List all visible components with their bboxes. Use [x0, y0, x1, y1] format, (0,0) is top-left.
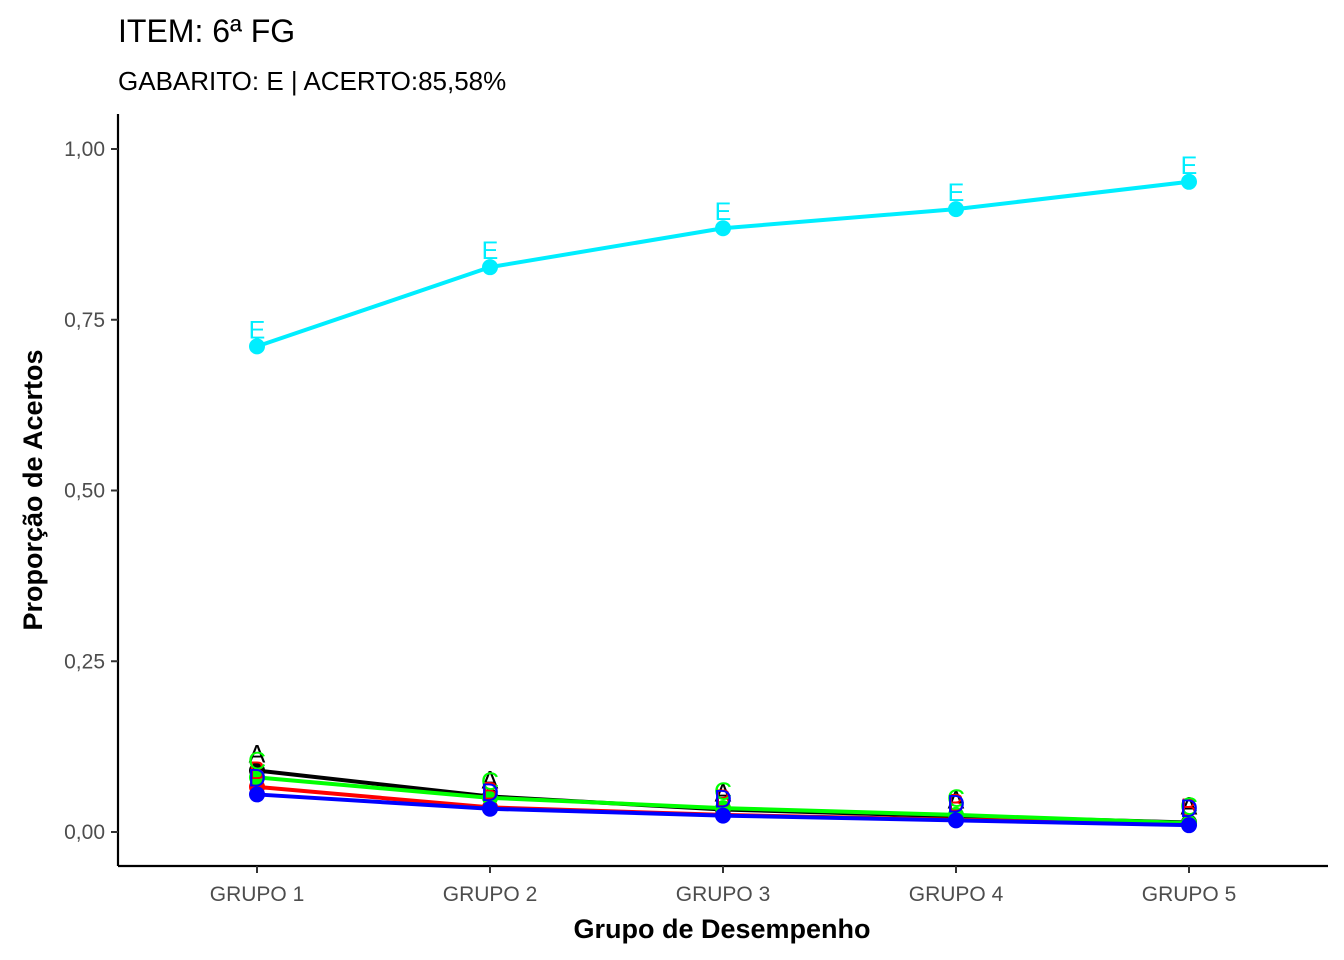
point-label-E: E — [482, 237, 499, 265]
point-label-D: D — [1180, 795, 1198, 823]
x-axis: GRUPO 1 GRUPO 2 GRUPO 3 GRUPO 4 GRUPO 5 — [118, 864, 1328, 906]
y-axis: 0,00 0,25 0,50 0,75 1,00 — [64, 114, 120, 866]
point-label-E: E — [249, 316, 266, 344]
point-label-D: D — [481, 779, 499, 807]
point-label-D: D — [714, 786, 732, 814]
x-tick-label: GRUPO 3 — [676, 883, 771, 906]
point-label-B: B — [948, 790, 965, 818]
data-point-D — [1181, 817, 1197, 834]
point-label-A: A — [249, 741, 266, 769]
data-point-E — [249, 338, 265, 355]
y-tick-label: 0,75 — [64, 309, 105, 332]
point-label-E: E — [1181, 152, 1198, 180]
data-point-D — [249, 786, 265, 803]
data-point-D — [948, 812, 964, 829]
x-axis-title: Grupo de Desempenho — [573, 914, 870, 944]
data-point-E — [715, 220, 731, 237]
data-point-D — [715, 807, 731, 824]
y-tick-label: 0,50 — [64, 480, 105, 503]
y-tick-label: 0,25 — [64, 650, 105, 673]
data-point-E — [1181, 173, 1197, 190]
series-layer — [249, 173, 1197, 834]
x-tick-label: GRUPO 1 — [210, 883, 305, 906]
x-tick-label: GRUPO 2 — [443, 883, 538, 906]
point-label-A: A — [482, 766, 499, 794]
point-label-C: C — [481, 768, 499, 796]
point-label-C: C — [947, 785, 965, 813]
point-label-C: C — [714, 778, 732, 806]
data-point-D — [482, 800, 498, 817]
data-point-E — [482, 259, 498, 276]
point-label-E: E — [715, 198, 732, 226]
y-axis-title: Proporção de Acertos — [18, 349, 48, 630]
x-tick-label: GRUPO 4 — [909, 883, 1004, 906]
chart-title: ITEM: 6ª FG — [118, 13, 295, 49]
point-label-D: D — [947, 790, 965, 818]
data-point-E — [948, 201, 964, 218]
point-label-B: B — [482, 777, 499, 805]
chart-subtitle: GABARITO: E | ACERTO:85,58% — [118, 66, 506, 96]
point-label-A: A — [1181, 792, 1198, 820]
point-label-B: B — [715, 785, 732, 813]
point-label-C: C — [1180, 793, 1198, 821]
y-tick-label: 1,00 — [64, 138, 105, 161]
point-label-A: A — [715, 779, 732, 807]
point-label-B: B — [249, 757, 266, 785]
point-label-D: D — [248, 764, 266, 792]
point-label-B: B — [1181, 794, 1198, 822]
x-tick-label: GRUPO 5 — [1142, 883, 1237, 906]
point-label-E: E — [948, 179, 965, 207]
data-point-C — [249, 769, 265, 786]
point-label-A: A — [948, 786, 965, 814]
y-tick-label: 0,00 — [64, 821, 105, 844]
point-label-C: C — [248, 747, 266, 775]
